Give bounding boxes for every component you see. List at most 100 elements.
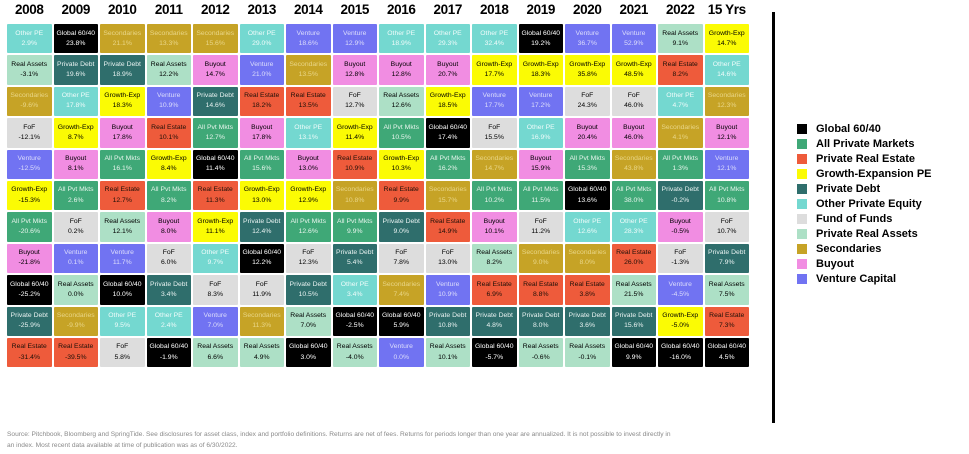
return-cell-privdebt: Private Debt 3.6% [565, 306, 610, 336]
return-cell-realestate: Real Estate 3.8% [565, 275, 610, 305]
return-value: 7.4% [393, 290, 410, 298]
asset-label: Real Assets [57, 280, 94, 288]
source-note-line2: an index. Most recent data available at … [7, 441, 238, 449]
asset-label: Buyout [530, 155, 552, 163]
return-value: 17.7% [484, 102, 504, 110]
asset-label: Venture [715, 155, 739, 163]
return-value: 12.9% [298, 196, 318, 204]
return-value: 17.2% [531, 102, 551, 110]
asset-label: Real Estate [476, 280, 512, 288]
return-value: 17.4% [438, 133, 458, 141]
return-value: 12.8% [345, 71, 365, 79]
asset-label: Growth-Exp [290, 186, 327, 194]
return-cell-privdebt: Private Debt 10.8% [425, 306, 470, 336]
return-cell-venture: Venture 7.0% [193, 306, 238, 336]
asset-label: FoF [627, 92, 640, 100]
asset-label: All Pvt Mkts [11, 217, 48, 225]
return-cell-fof: FoF 15.5% [472, 118, 517, 148]
asset-label: Growth-Exp [197, 217, 234, 225]
return-value: 12.6% [391, 102, 411, 110]
return-value: 14.6% [717, 71, 737, 79]
return-value: 11.9% [252, 290, 272, 298]
return-cell-growth: Growth-Exp 8.7% [53, 118, 98, 148]
asset-label: Other PE [619, 217, 648, 225]
asset-label: Growth-Exp [476, 60, 513, 68]
asset-label: Buyout [111, 123, 133, 131]
legend-item-privdebt: Private Debt [797, 181, 932, 196]
return-value: 48.5% [624, 71, 644, 79]
return-cell-growth: Growth-Exp 35.8% [565, 55, 610, 85]
return-cell-privdebt: Private Debt 8.0% [518, 306, 563, 336]
asset-label: Private Debt [568, 312, 606, 320]
return-cell-allpvt: All Pvt Mkts 16.2% [425, 149, 470, 179]
return-cell-otherpe: Other PE 2.9% [7, 24, 52, 54]
return-value: 3.6% [579, 322, 596, 330]
return-cell-realassets: Real Assets 8.2% [472, 243, 517, 274]
year-column: 2010 Secondaries 21.1% Private Debt 18.9% Gro… [100, 2, 145, 368]
return-cell-buyout: Buyout 12.1% [704, 118, 749, 148]
return-value: 8.2% [486, 259, 503, 267]
asset-label: Venture [343, 29, 367, 37]
return-value: 4.8% [486, 322, 503, 330]
return-value: 29.0% [252, 39, 272, 47]
year-header: 2017 [433, 2, 463, 17]
return-value: 9.5% [114, 322, 131, 330]
return-cell-growth: Growth-Exp -15.3% [7, 180, 52, 211]
asset-label: All Pvt Mkts [430, 155, 466, 163]
asset-label: Buyout [623, 123, 645, 131]
year-column: 2011 Secondaries 13.3% Real Assets 12.2% Vent… [146, 2, 191, 368]
return-cell-allpvt: All Pvt Mkts 12.6% [286, 212, 331, 242]
return-value: -25.9% [18, 322, 41, 330]
return-cell-allpvt: All Pvt Mkts 1.3% [658, 149, 703, 179]
return-cell-global: Global 60/40 -1.9% [146, 337, 191, 368]
legend-color-swatch [797, 168, 807, 179]
return-value: 7.9% [719, 259, 735, 267]
return-cell-secondaries: Secondaries 8.0% [565, 243, 610, 274]
asset-label: Buyout [18, 249, 40, 257]
asset-label: Global 60/40 [288, 343, 328, 351]
return-value: 13.5% [298, 102, 318, 110]
return-cell-growth: Growth-Exp 8.4% [146, 149, 191, 179]
asset-label: All Pvt Mkts [151, 186, 187, 194]
asset-label: FoF [69, 217, 82, 225]
asset-label: Real Assets [383, 92, 420, 100]
asset-label: Secondaries [428, 186, 467, 194]
return-value: 15.5% [484, 133, 504, 141]
return-cell-secondaries: Secondaries 11.3% [239, 306, 284, 336]
asset-label: Other PE [15, 29, 44, 37]
asset-label: Buyout [437, 60, 459, 68]
asset-label: Secondaries [521, 249, 560, 257]
legend-label: Other Private Equity [816, 197, 922, 210]
asset-label: Real Assets [197, 343, 234, 351]
return-cell-fof: FoF -1.3% [658, 243, 703, 274]
asset-label: Secondaries [335, 186, 374, 194]
return-value: 0.2% [68, 228, 84, 236]
return-value: -16.0% [669, 353, 692, 361]
return-cell-global: Global 60/40 19.2% [518, 24, 563, 54]
return-cell-secondaries: Secondaries 15.6% [193, 24, 238, 54]
return-cell-global: Global 60/40 3.0% [286, 337, 331, 368]
asset-label: Venture [296, 29, 320, 37]
legend-color-swatch [797, 138, 807, 149]
return-value: 12.7% [345, 102, 365, 110]
asset-label: Real Estate [244, 92, 280, 100]
return-value: 9.0% [533, 259, 549, 267]
asset-label: Private Debt [429, 312, 467, 320]
return-cell-growth: Growth-Exp 14.7% [704, 24, 749, 54]
return-cell-venture: Venture -4.5% [658, 275, 703, 305]
return-value: 12.7% [112, 196, 132, 204]
asset-label: Private Debt [289, 280, 327, 288]
return-value: 20.7% [438, 71, 458, 79]
return-cell-realassets: Real Assets 12.1% [100, 212, 145, 242]
return-cell-realestate: Real Estate -39.5% [53, 337, 98, 368]
return-cell-allpvt: All Pvt Mkts 2.6% [53, 180, 98, 211]
return-cell-buyout: Buyout -0.5% [658, 212, 703, 242]
year-cells: Other PE 29.0% Venture 21.0% Real Estate 18.2… [239, 24, 284, 368]
return-value: 17.8% [66, 102, 86, 110]
return-cell-secondaries: Secondaries 9.0% [518, 243, 563, 274]
return-value: 3.4% [161, 290, 177, 298]
asset-label: Secondaries [149, 29, 188, 37]
return-cell-realassets: Real Assets 12.2% [146, 55, 191, 85]
asset-label: Real Assets [150, 60, 187, 68]
asset-label: FoF [441, 249, 454, 257]
